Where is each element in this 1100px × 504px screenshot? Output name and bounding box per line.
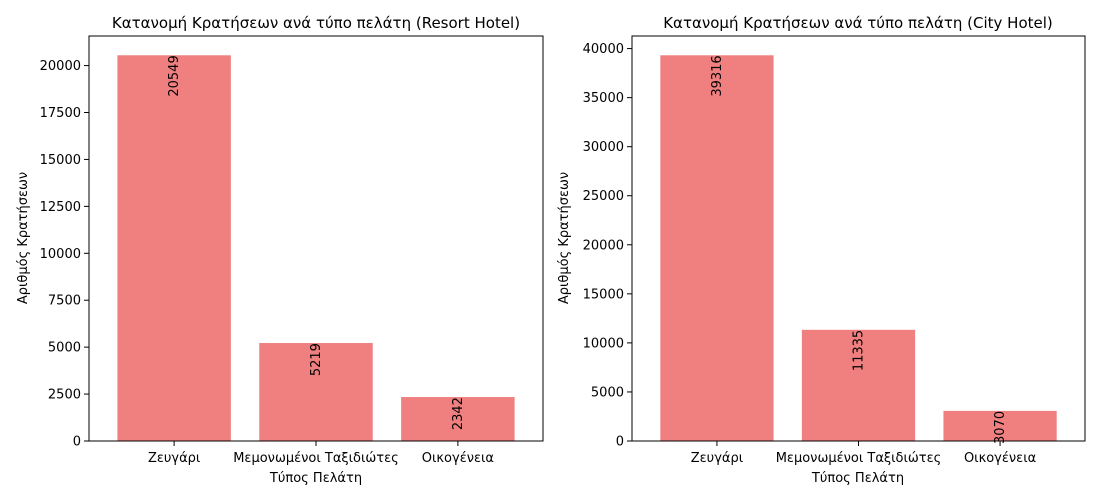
bar xyxy=(117,55,231,441)
y-tick-label: 5000 xyxy=(591,385,624,400)
data-label-group: 39316 11335 3070 xyxy=(710,55,1008,444)
x-axis-label: Τύπος Πελάτη xyxy=(269,471,362,486)
y-tick-label: 30000 xyxy=(583,140,624,155)
y-tick-label: 10000 xyxy=(583,336,624,351)
bar-value-label: 39316 xyxy=(710,55,725,96)
x-ticks: Ζευγάρι Μεμονωμένοι Ταξιδιώτες Οικογένεια xyxy=(148,441,494,466)
city-hotel-chart: Κατανομή Κρατήσεων ανά τύπο πελάτη (City… xyxy=(557,14,1086,486)
resort-hotel-chart: Κατανομή Κρατήσεων ανά τύπο πελάτη (Reso… xyxy=(16,14,544,486)
bar xyxy=(259,343,373,441)
y-tick-label: 10000 xyxy=(40,247,81,262)
plot-area-frame xyxy=(631,35,1086,442)
y-axis-label: Αριθμός Κρατήσεων xyxy=(16,172,31,304)
x-tick-label: Οικογένεια xyxy=(422,451,494,466)
data-label-group: 20549 5219 2342 xyxy=(167,55,466,430)
y-tick-label: 25000 xyxy=(583,189,624,204)
y-tick-label: 35000 xyxy=(583,91,624,106)
y-ticks: 0 2500 5000 7500 10000 12500 15000 17500 20000 xyxy=(40,59,89,450)
y-tick-label: 7500 xyxy=(48,294,81,309)
x-ticks: Ζευγάρι Μεμονωμένοι Ταξιδιώτες Οικογένεια xyxy=(691,441,1036,466)
bar-value-label: 3070 xyxy=(993,411,1008,444)
bar-group xyxy=(660,55,1057,441)
x-tick-label: Ζευγάρι xyxy=(148,451,200,466)
bar xyxy=(801,329,916,441)
bar-value-label: 5219 xyxy=(309,343,324,376)
y-ticks: 0 5000 10000 15000 20000 25000 30000 35000 40000 xyxy=(583,42,632,450)
x-tick-label: Μεμονωμένοι Ταξιδιώτες xyxy=(233,451,399,466)
y-tick-label: 15000 xyxy=(40,153,81,168)
y-tick-label: 20000 xyxy=(40,59,81,74)
y-tick-label: 0 xyxy=(616,435,624,450)
x-tick-label: Ζευγάρι xyxy=(691,451,743,466)
y-tick-label: 2500 xyxy=(48,388,81,403)
y-tick-label: 17500 xyxy=(40,106,81,121)
bar-value-label: 20549 xyxy=(167,55,182,96)
bar-group xyxy=(117,55,515,441)
bar xyxy=(660,55,774,441)
chart-title: Κατανομή Κρατήσεων ανά τύπο πελάτη (Reso… xyxy=(112,14,520,32)
y-tick-label: 20000 xyxy=(583,238,624,253)
y-tick-label: 15000 xyxy=(583,287,624,302)
x-tick-label: Οικογένεια xyxy=(964,451,1036,466)
y-tick-label: 5000 xyxy=(48,341,81,356)
chart-title: Κατανομή Κρατήσεων ανά τύπο πελάτη (City… xyxy=(663,14,1053,32)
bar xyxy=(401,397,515,441)
bar-value-label: 11335 xyxy=(852,330,867,371)
y-tick-label: 0 xyxy=(73,435,81,450)
bar-value-label: 2342 xyxy=(451,397,466,430)
y-axis-label: Αριθμός Κρατήσεων xyxy=(557,172,572,304)
y-tick-label: 40000 xyxy=(583,42,624,57)
bar xyxy=(943,410,1057,441)
x-axis-label: Τύπος Πελάτη xyxy=(811,471,904,486)
y-tick-label: 12500 xyxy=(40,200,81,215)
plot-area-frame xyxy=(88,35,544,442)
x-tick-label: Μεμονωμένοι Ταξιδιώτες xyxy=(776,451,942,466)
